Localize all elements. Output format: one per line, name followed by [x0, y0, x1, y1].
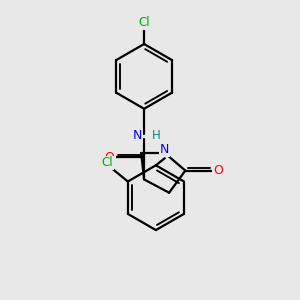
Text: N: N — [160, 143, 169, 157]
Text: O: O — [213, 164, 223, 177]
Text: Cl: Cl — [101, 157, 113, 169]
Text: N: N — [133, 129, 142, 142]
Text: H: H — [152, 129, 160, 142]
Text: O: O — [105, 151, 115, 164]
Text: Cl: Cl — [138, 16, 150, 29]
